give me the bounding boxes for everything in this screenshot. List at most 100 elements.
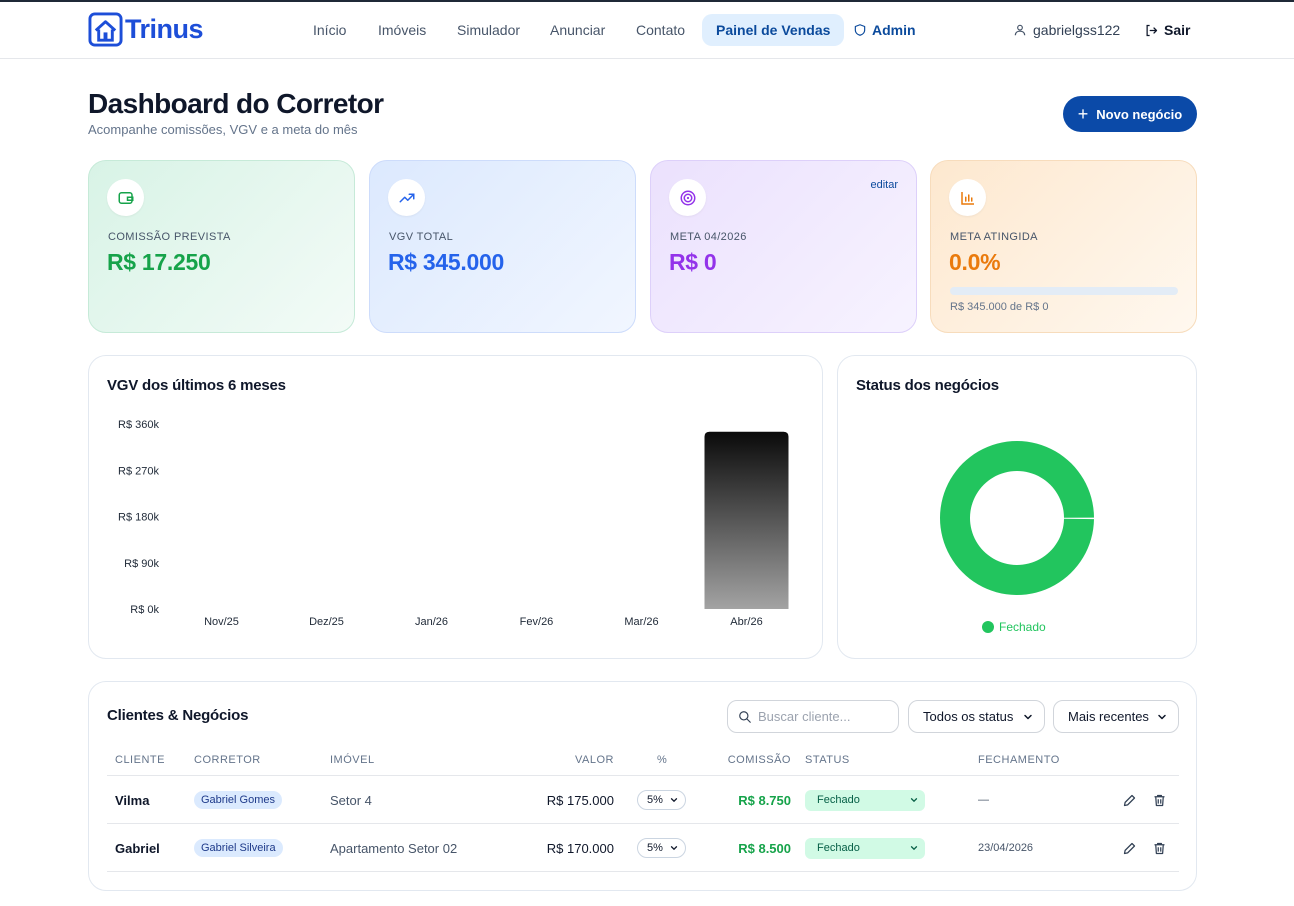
bar — [704, 431, 789, 609]
status-value: Fechado — [817, 794, 860, 806]
th-broker[interactable]: CORRETOR — [194, 754, 261, 766]
th-property[interactable]: IMÓVEL — [330, 754, 375, 766]
kpi-card-achieved: META ATINGIDA 0.0% R$ 345.000 de R$ 0 — [930, 160, 1197, 333]
status-chart-title: Status dos negócios — [856, 377, 999, 394]
kpi-label: VGV TOTAL — [389, 231, 454, 243]
chevron-down-icon — [670, 798, 678, 803]
kpi-card-goal: editar META 04/2026 R$ 0 — [650, 160, 917, 333]
x-tick-label: Nov/25 — [204, 616, 239, 628]
house-logo-icon — [88, 11, 123, 47]
y-tick-label: R$ 360k — [118, 419, 159, 431]
cell-closing: 23/04/2026 — [978, 842, 1034, 854]
edit-icon[interactable] — [1121, 840, 1137, 856]
pct-select[interactable]: 5% — [637, 838, 686, 858]
brand-logo[interactable]: Trinus — [88, 11, 204, 47]
cell-commission: R$ 8.750 — [738, 792, 791, 808]
nav-link-imoveis[interactable]: Imóveis — [378, 22, 427, 38]
status-chart-panel: Status dos negócios Fechado — [837, 355, 1197, 659]
table-title: Clientes & Negócios — [107, 707, 249, 724]
edit-icon[interactable] — [1121, 792, 1137, 808]
vgv-chart-title: VGV dos últimos 6 meses — [107, 377, 286, 394]
nav-link-admin[interactable]: Admin — [853, 14, 916, 46]
pct-select[interactable]: 5% — [637, 790, 686, 810]
row-divider — [107, 871, 1179, 872]
broker-badge: Gabriel Silveira — [194, 839, 283, 857]
logout-label: Sair — [1164, 22, 1191, 38]
cell-broker: Gabriel Gomes — [194, 776, 282, 824]
cell-closing: — — [978, 794, 989, 806]
th-closing[interactable]: FECHAMENTO — [978, 754, 1060, 766]
x-tick-label: Abr/26 — [730, 616, 762, 628]
kpi-value: R$ 0 — [669, 249, 717, 275]
user-icon — [1014, 24, 1026, 36]
chevron-down-icon — [910, 798, 918, 803]
x-tick-label: Jan/26 — [415, 616, 448, 628]
cell-property: Apartamento Setor 02 — [330, 840, 458, 856]
goal-progress-note: R$ 345.000 de R$ 0 — [950, 301, 1049, 313]
new-deal-label: Novo negócio — [1096, 106, 1183, 122]
cell-status: Fechado — [805, 776, 925, 824]
donut-slice — [940, 440, 1094, 595]
th-pct[interactable]: % — [657, 754, 668, 766]
trash-icon[interactable] — [1151, 792, 1167, 808]
legend-swatch — [982, 621, 994, 633]
cell-client: Gabriel — [115, 840, 160, 856]
kpi-label: COMISSÃO PREVISTA — [108, 231, 231, 243]
nav-link-inicio[interactable]: Início — [313, 22, 347, 38]
edit-goal-link[interactable]: editar — [870, 179, 898, 191]
status-value: Fechado — [817, 842, 860, 854]
cell-actions — [1121, 776, 1167, 824]
th-status[interactable]: STATUS — [805, 754, 850, 766]
status-select[interactable]: Fechado — [805, 837, 925, 859]
y-tick-label: R$ 180k — [118, 512, 159, 524]
cell-pct: 5% — [637, 824, 686, 872]
y-tick-label: R$ 270k — [118, 465, 159, 477]
vgv-chart-panel: VGV dos últimos 6 meses R$ 0k R$ 90k R$ 18… — [88, 355, 823, 659]
nav-link-simulador[interactable]: Simulador — [457, 22, 521, 38]
cell-actions — [1121, 824, 1167, 872]
table-row[interactable]: Vilma Gabriel Gomes Setor 4 R$ 175.000 5… — [89, 776, 1196, 824]
goal-progress-bar — [950, 287, 1178, 295]
sort-value: Mais recentes — [1068, 709, 1149, 724]
th-client[interactable]: CLIENTE — [115, 754, 165, 766]
target-icon — [669, 179, 706, 216]
vgv-bar-chart: R$ 0k R$ 90k R$ 180k R$ 270k R$ 360k Nov/25 De… — [118, 419, 789, 628]
user-menu[interactable]: gabrielgss122 — [1013, 14, 1120, 46]
cell-pct: 5% — [637, 776, 686, 824]
plus-icon: + — [1077, 104, 1089, 124]
y-tick-label: R$ 0k — [130, 604, 159, 616]
trending-up-icon — [388, 179, 425, 216]
logout-icon — [1146, 24, 1158, 36]
cell-value: R$ 175.000 — [546, 792, 614, 808]
client-search[interactable] — [727, 700, 899, 733]
trash-icon[interactable] — [1151, 840, 1167, 856]
broker-badge: Gabriel Gomes — [194, 791, 282, 809]
nav-admin-label: Admin — [872, 22, 916, 38]
th-value[interactable]: VALOR — [575, 754, 614, 766]
nav-link-painel-de-vendas[interactable]: Painel de Vendas — [702, 14, 845, 46]
new-deal-button[interactable]: + Novo negócio — [1063, 96, 1197, 132]
table-row[interactable]: Gabriel Gabriel Silveira Apartamento Set… — [89, 824, 1196, 872]
kpi-label: META 04/2026 — [670, 231, 747, 243]
status-select[interactable]: Fechado — [805, 789, 925, 811]
username: gabrielgss122 — [1033, 22, 1121, 38]
chevron-down-icon — [1158, 714, 1166, 719]
chevron-down-icon — [910, 846, 918, 851]
nav-link-contato[interactable]: Contato — [636, 22, 686, 38]
cell-client: Vilma — [115, 792, 150, 808]
row-divider — [107, 823, 1179, 824]
sort-select[interactable]: Mais recentes — [1053, 700, 1179, 733]
cell-commission: R$ 8.500 — [738, 840, 791, 856]
status-filter-select[interactable]: Todos os status — [908, 700, 1045, 733]
page-subtitle: Acompanhe comissões, VGV e a meta do mês — [88, 122, 358, 137]
cell-broker: Gabriel Silveira — [194, 824, 283, 872]
chevron-down-icon — [670, 846, 678, 851]
th-commission[interactable]: COMISSÃO — [727, 754, 791, 766]
nav-link-anunciar[interactable]: Anunciar — [550, 22, 606, 38]
x-tick-label: Mar/26 — [624, 616, 658, 628]
cell-value: R$ 170.000 — [546, 840, 614, 856]
logout-button[interactable]: Sair — [1144, 14, 1190, 46]
search-input[interactable] — [758, 709, 888, 724]
kpi-card-commission: COMISSÃO PREVISTA R$ 17.250 — [88, 160, 355, 333]
cell-status: Fechado — [805, 824, 925, 872]
